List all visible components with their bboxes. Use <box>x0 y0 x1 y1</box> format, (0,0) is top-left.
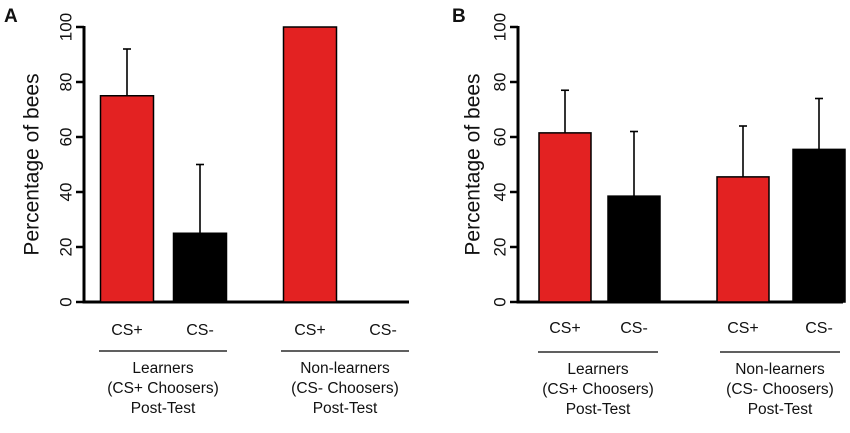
panel-b-group-label-line: (CS- Choosers) <box>726 381 834 398</box>
panel-b-y-tick-label: 20 <box>491 238 510 257</box>
panel-b-category-label: CS- <box>805 320 833 337</box>
panel-b-group-label-line: Non-learners <box>735 361 825 378</box>
panel-a-group-label-line: Learners <box>132 360 193 377</box>
panel-b-category-label: CS+ <box>549 320 581 337</box>
panel-b-category-label: CS- <box>620 320 648 337</box>
panel-b-y-tick-label: 80 <box>491 73 510 92</box>
panel-b-y-tick-label: 100 <box>491 13 510 41</box>
panel-a-category-label: CS- <box>369 322 397 339</box>
panel-a-group-label-line: (CS- Choosers) <box>291 380 399 397</box>
panel-a-bar-2-1 <box>282 26 338 303</box>
panel-b-group-label-line: Post-Test <box>748 401 813 418</box>
panel-b-bar-2-2 <box>792 148 846 303</box>
panel-a-y-tick-label: 20 <box>57 238 76 257</box>
panel-a-y-tick-label: 40 <box>57 183 76 202</box>
panel-a-bar-1-2 <box>172 232 228 303</box>
panel-a-letter: A <box>4 6 18 27</box>
panel-b-y-tick-label: 40 <box>491 183 510 202</box>
panel-b-group-label-line: Learners <box>567 361 628 378</box>
panel-b-y-tick-label: 60 <box>491 128 510 147</box>
panel-a-y-tick-label: 0 <box>57 297 76 306</box>
panel-b-y-tick-label: 0 <box>491 297 510 306</box>
panel-a-y-axis-title: Percentage of bees <box>21 73 44 255</box>
panel-a-y-tick-label: 80 <box>57 73 76 92</box>
panel-b-y-axis-title: Percentage of bees <box>462 73 485 255</box>
panel-a-y-tick-label: 60 <box>57 128 76 147</box>
panel-a-category-label: CS+ <box>294 322 326 339</box>
panel-a-group-label-line: Post-Test <box>313 400 378 417</box>
panel-a-group-label-line: (CS+ Choosers) <box>107 380 219 397</box>
panel-b-group-label-line: Post-Test <box>566 401 631 418</box>
panel-b-letter: B <box>452 6 466 27</box>
panel-a-group-label-line: Non-learners <box>300 360 390 377</box>
panel-a-bar-1-1 <box>99 95 155 303</box>
panel-a-group-label-line: Post-Test <box>131 400 196 417</box>
panel-a-category-label: CS+ <box>111 322 143 339</box>
panel-b-bar-2-1 <box>716 176 770 303</box>
panel-b-category-label: CS+ <box>727 320 759 337</box>
panel-b-bar-1-2 <box>607 195 661 303</box>
panel-b-group-label-line: (CS+ Choosers) <box>542 381 654 398</box>
panel-a-category-label: CS- <box>186 322 214 339</box>
panel-b-bar-1-1 <box>538 132 592 303</box>
panel-a-y-tick-label: 100 <box>57 13 76 41</box>
